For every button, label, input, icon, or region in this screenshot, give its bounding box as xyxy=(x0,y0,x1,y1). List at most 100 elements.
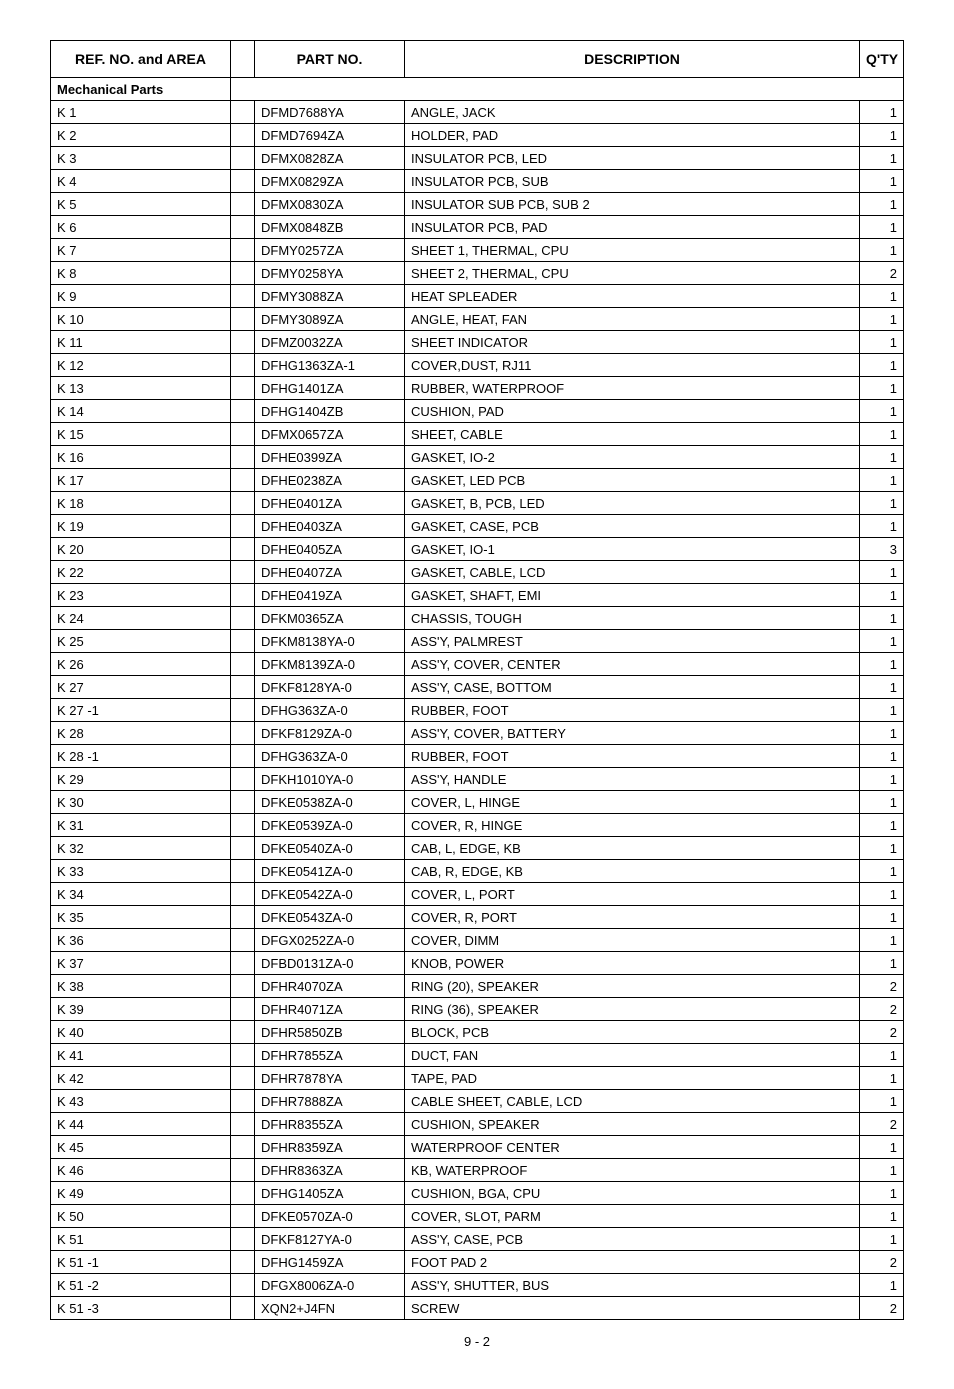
cell-part: DFHR8355ZA xyxy=(255,1113,405,1136)
cell-part: DFHG363ZA-0 xyxy=(255,745,405,768)
cell-part: DFMY0257ZA xyxy=(255,239,405,262)
cell-qty: 1 xyxy=(860,745,904,768)
cell-ref: K 35 xyxy=(51,906,231,929)
cell-part: DFHG1405ZA xyxy=(255,1182,405,1205)
cell-part: DFKE0541ZA-0 xyxy=(255,860,405,883)
cell-ref: K 4 xyxy=(51,170,231,193)
cell-ref: K 39 xyxy=(51,998,231,1021)
cell-qty: 1 xyxy=(860,722,904,745)
page-number: 9 - 2 xyxy=(50,1334,904,1349)
cell-desc: GASKET, LED PCB xyxy=(405,469,860,492)
cell-ref: K 28 -1 xyxy=(51,745,231,768)
cell-desc: CHASSIS, TOUGH xyxy=(405,607,860,630)
cell-gap xyxy=(231,1044,255,1067)
table-row: K 45DFHR8359ZAWATERPROOF CENTER1 xyxy=(51,1136,904,1159)
cell-part: DFMY3089ZA xyxy=(255,308,405,331)
table-row: K 28 -1DFHG363ZA-0RUBBER, FOOT1 xyxy=(51,745,904,768)
cell-qty: 1 xyxy=(860,308,904,331)
cell-part: DFHG363ZA-0 xyxy=(255,699,405,722)
cell-desc: COVER, L, HINGE xyxy=(405,791,860,814)
cell-ref: K 46 xyxy=(51,1159,231,1182)
cell-gap xyxy=(231,1297,255,1320)
cell-part: DFHG1459ZA xyxy=(255,1251,405,1274)
cell-qty: 1 xyxy=(860,837,904,860)
table-row: K 31DFKE0539ZA-0COVER, R, HINGE1 xyxy=(51,814,904,837)
cell-ref: K 29 xyxy=(51,768,231,791)
cell-part: DFHG1363ZA-1 xyxy=(255,354,405,377)
cell-desc: GASKET, CASE, PCB xyxy=(405,515,860,538)
cell-ref: K 23 xyxy=(51,584,231,607)
table-row: K 51DFKF8127YA-0ASS'Y, CASE, PCB1 xyxy=(51,1228,904,1251)
cell-ref: K 41 xyxy=(51,1044,231,1067)
cell-ref: K 34 xyxy=(51,883,231,906)
table-row: K 44DFHR8355ZACUSHION, SPEAKER2 xyxy=(51,1113,904,1136)
cell-desc: ASS'Y, COVER, BATTERY xyxy=(405,722,860,745)
cell-gap xyxy=(231,1205,255,1228)
table-row: K 41DFHR7855ZADUCT, FAN1 xyxy=(51,1044,904,1067)
cell-gap xyxy=(231,400,255,423)
cell-desc: GASKET, CABLE, LCD xyxy=(405,561,860,584)
cell-qty: 1 xyxy=(860,193,904,216)
cell-gap xyxy=(231,1159,255,1182)
table-row: K 14DFHG1404ZBCUSHION, PAD1 xyxy=(51,400,904,423)
table-row: K 28DFKF8129ZA-0ASS'Y, COVER, BATTERY1 xyxy=(51,722,904,745)
cell-part: XQN2+J4FN xyxy=(255,1297,405,1320)
cell-desc: SHEET, CABLE xyxy=(405,423,860,446)
cell-gap xyxy=(231,791,255,814)
cell-part: DFMX0657ZA xyxy=(255,423,405,446)
cell-part: DFHR7878YA xyxy=(255,1067,405,1090)
cell-part: DFKM8138YA-0 xyxy=(255,630,405,653)
table-row: K 15DFMX0657ZASHEET, CABLE1 xyxy=(51,423,904,446)
cell-part: DFBD0131ZA-0 xyxy=(255,952,405,975)
cell-desc: COVER, SLOT, PARM xyxy=(405,1205,860,1228)
cell-ref: K 43 xyxy=(51,1090,231,1113)
cell-part: DFHR4070ZA xyxy=(255,975,405,998)
cell-ref: K 19 xyxy=(51,515,231,538)
cell-gap xyxy=(231,745,255,768)
cell-desc: DUCT, FAN xyxy=(405,1044,860,1067)
section-header-row: Mechanical Parts xyxy=(51,78,904,101)
cell-desc: CUSHION, BGA, CPU xyxy=(405,1182,860,1205)
cell-qty: 1 xyxy=(860,561,904,584)
cell-ref: K 25 xyxy=(51,630,231,653)
cell-ref: K 51 xyxy=(51,1228,231,1251)
cell-ref: K 49 xyxy=(51,1182,231,1205)
cell-desc: RUBBER, FOOT xyxy=(405,699,860,722)
cell-part: DFHG1404ZB xyxy=(255,400,405,423)
cell-qty: 1 xyxy=(860,170,904,193)
cell-gap xyxy=(231,308,255,331)
cell-gap xyxy=(231,1090,255,1113)
table-row: K 42DFHR7878YATAPE, PAD1 xyxy=(51,1067,904,1090)
cell-qty: 2 xyxy=(860,262,904,285)
cell-part: DFHR8363ZA xyxy=(255,1159,405,1182)
cell-part: DFKE0570ZA-0 xyxy=(255,1205,405,1228)
cell-desc: INSULATOR PCB, LED xyxy=(405,147,860,170)
cell-desc: RING (36), SPEAKER xyxy=(405,998,860,1021)
cell-ref: K 30 xyxy=(51,791,231,814)
cell-qty: 1 xyxy=(860,791,904,814)
cell-qty: 1 xyxy=(860,1182,904,1205)
cell-gap xyxy=(231,998,255,1021)
header-qty: Q'TY xyxy=(860,41,904,78)
cell-part: DFMZ0032ZA xyxy=(255,331,405,354)
cell-qty: 1 xyxy=(860,699,904,722)
cell-gap xyxy=(231,423,255,446)
cell-part: DFHE0403ZA xyxy=(255,515,405,538)
cell-part: DFKH1010YA-0 xyxy=(255,768,405,791)
table-row: K 26DFKM8139ZA-0ASS'Y, COVER, CENTER1 xyxy=(51,653,904,676)
cell-ref: K 33 xyxy=(51,860,231,883)
cell-desc: ANGLE, JACK xyxy=(405,101,860,124)
cell-gap xyxy=(231,584,255,607)
cell-part: DFKF8129ZA-0 xyxy=(255,722,405,745)
cell-gap xyxy=(231,630,255,653)
cell-part: DFKE0540ZA-0 xyxy=(255,837,405,860)
table-row: K 2DFMD7694ZAHOLDER, PAD1 xyxy=(51,124,904,147)
cell-gap xyxy=(231,1182,255,1205)
cell-ref: K 13 xyxy=(51,377,231,400)
cell-qty: 1 xyxy=(860,1067,904,1090)
cell-qty: 1 xyxy=(860,469,904,492)
cell-desc: CUSHION, PAD xyxy=(405,400,860,423)
cell-qty: 1 xyxy=(860,239,904,262)
cell-qty: 1 xyxy=(860,492,904,515)
cell-part: DFGX0252ZA-0 xyxy=(255,929,405,952)
